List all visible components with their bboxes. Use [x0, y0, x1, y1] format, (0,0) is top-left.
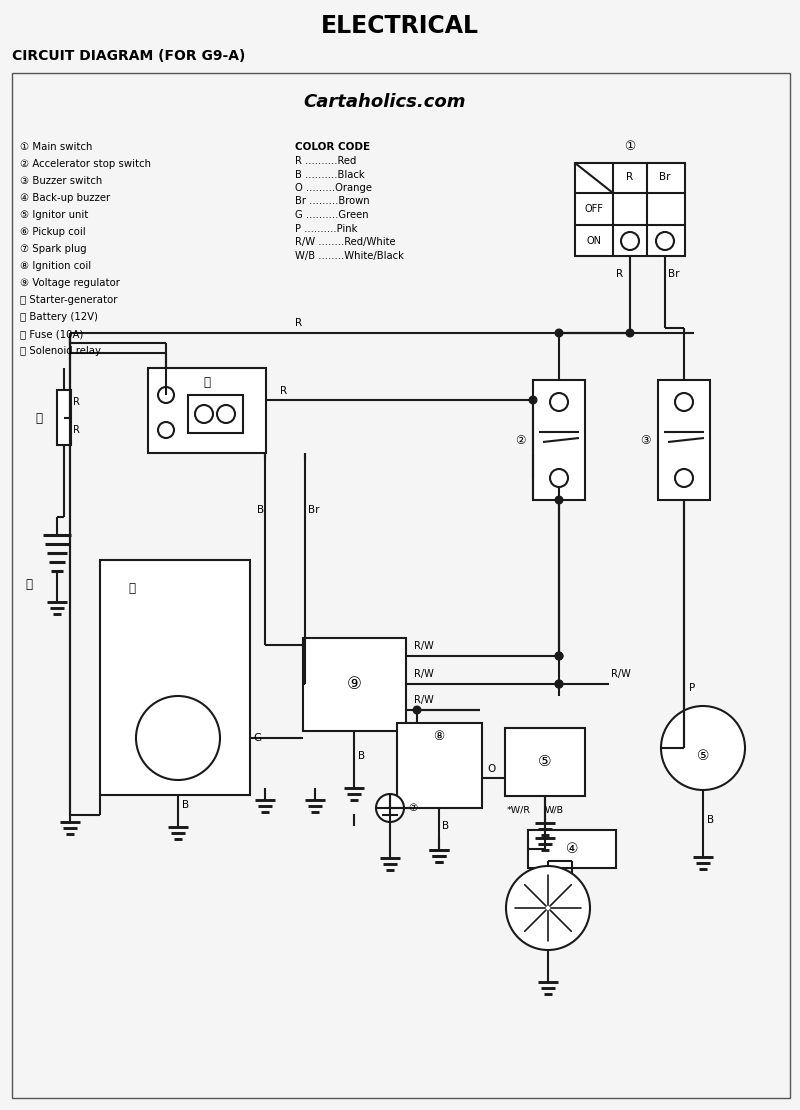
Text: *W/R: *W/R [507, 806, 531, 815]
Circle shape [376, 794, 404, 823]
Bar [528, 830, 616, 868]
Circle shape [136, 696, 220, 780]
Text: Cartaholics.com: Cartaholics.com [304, 93, 466, 111]
Text: P ..........Pink: P ..........Pink [295, 223, 358, 233]
Text: Br .........Brown: Br .........Brown [295, 196, 370, 206]
Text: ④: ④ [566, 842, 578, 856]
Circle shape [661, 706, 745, 790]
Circle shape [550, 393, 568, 411]
Text: B ..........Black: B ..........Black [295, 170, 365, 180]
Text: O: O [487, 764, 495, 774]
Circle shape [555, 330, 562, 336]
Circle shape [656, 232, 674, 250]
Text: ⑨: ⑨ [346, 675, 362, 693]
Text: CIRCUIT DIAGRAM (FOR G9-A): CIRCUIT DIAGRAM (FOR G9-A) [12, 49, 246, 63]
Text: ⑨ Voltage regulator: ⑨ Voltage regulator [20, 278, 120, 287]
Text: ①: ① [624, 141, 636, 153]
Text: R: R [295, 317, 302, 327]
Text: G: G [253, 733, 261, 743]
Text: R: R [626, 172, 634, 182]
Circle shape [413, 706, 421, 714]
Text: ⑭: ⑭ [203, 375, 210, 388]
Text: ③: ③ [640, 434, 650, 446]
Circle shape [158, 422, 174, 438]
Text: ⑦ Spark plug: ⑦ Spark plug [20, 244, 86, 254]
Text: R: R [73, 425, 80, 435]
Text: ⑭ Solenoid relay: ⑭ Solenoid relay [20, 346, 101, 356]
Bar [505, 728, 585, 796]
Circle shape [506, 866, 590, 950]
Circle shape [675, 393, 693, 411]
Text: R/W: R/W [414, 669, 434, 679]
Text: ELECTRICAL: ELECTRICAL [321, 14, 479, 38]
Text: ⑪ Starter-generator: ⑪ Starter-generator [20, 295, 118, 305]
Text: ⑬ Fuse (10A): ⑬ Fuse (10A) [20, 329, 83, 339]
Text: O .........Orange: O .........Orange [295, 183, 372, 193]
Circle shape [158, 387, 174, 403]
Circle shape [217, 405, 235, 423]
Text: R/W ........Red/White: R/W ........Red/White [295, 238, 396, 248]
Text: COLOR CODE: COLOR CODE [295, 142, 370, 152]
Text: R/W: R/W [414, 640, 434, 650]
Text: Br: Br [659, 172, 670, 182]
Text: B: B [182, 800, 189, 810]
Circle shape [550, 470, 568, 487]
Text: R/W: R/W [611, 669, 630, 679]
Text: ② Accelerator stop switch: ② Accelerator stop switch [20, 159, 151, 169]
Text: ⑧: ⑧ [434, 730, 445, 744]
Text: ⑦: ⑦ [408, 803, 418, 813]
Bar [533, 380, 585, 500]
Circle shape [675, 470, 693, 487]
Text: W/B ........White/Black: W/B ........White/Black [295, 251, 404, 261]
Text: Br: Br [668, 269, 679, 279]
Bar [188, 395, 243, 433]
Text: OFF: OFF [585, 204, 603, 214]
Text: ⑤ Ignitor unit: ⑤ Ignitor unit [20, 210, 88, 220]
Text: B: B [358, 751, 365, 761]
Text: ⑫ Battery (12V): ⑫ Battery (12V) [20, 312, 98, 322]
Text: B: B [442, 821, 449, 831]
Bar [303, 638, 406, 731]
Text: R/W: R/W [414, 695, 434, 705]
Bar [658, 380, 710, 500]
Text: R: R [73, 397, 80, 407]
Circle shape [555, 653, 562, 659]
Text: W/B: W/B [545, 806, 564, 815]
Circle shape [530, 396, 537, 404]
Text: Br: Br [308, 505, 319, 515]
Text: ⑥ Pickup coil: ⑥ Pickup coil [20, 228, 86, 238]
Text: ②: ② [515, 434, 526, 446]
Circle shape [555, 496, 562, 504]
Circle shape [195, 405, 213, 423]
Text: ⑤: ⑤ [538, 755, 552, 769]
Text: R: R [280, 386, 287, 396]
Text: ③ Buzzer switch: ③ Buzzer switch [20, 176, 102, 186]
Bar [57, 390, 71, 445]
Bar [100, 561, 250, 795]
Text: ⑤: ⑤ [697, 749, 710, 763]
Text: B: B [707, 815, 714, 825]
Text: ⑫: ⑫ [25, 578, 32, 592]
Text: ⑪: ⑪ [128, 582, 135, 595]
Text: R: R [616, 269, 623, 279]
Text: ① Main switch: ① Main switch [20, 142, 92, 152]
Text: R ..........Red: R ..........Red [295, 157, 356, 166]
Text: ④ Back-up buzzer: ④ Back-up buzzer [20, 193, 110, 203]
Text: B: B [257, 505, 264, 515]
Circle shape [555, 680, 562, 688]
Circle shape [555, 653, 562, 659]
Circle shape [555, 680, 562, 688]
Bar [397, 723, 482, 808]
Circle shape [621, 232, 639, 250]
Circle shape [626, 330, 634, 336]
Bar [575, 163, 685, 256]
Text: ⑬: ⑬ [35, 412, 42, 424]
Text: P: P [689, 683, 695, 693]
Text: ⑧ Ignition coil: ⑧ Ignition coil [20, 261, 91, 271]
Text: G ..........Green: G ..........Green [295, 210, 369, 220]
Text: ON: ON [586, 236, 602, 246]
Bar [148, 369, 266, 453]
